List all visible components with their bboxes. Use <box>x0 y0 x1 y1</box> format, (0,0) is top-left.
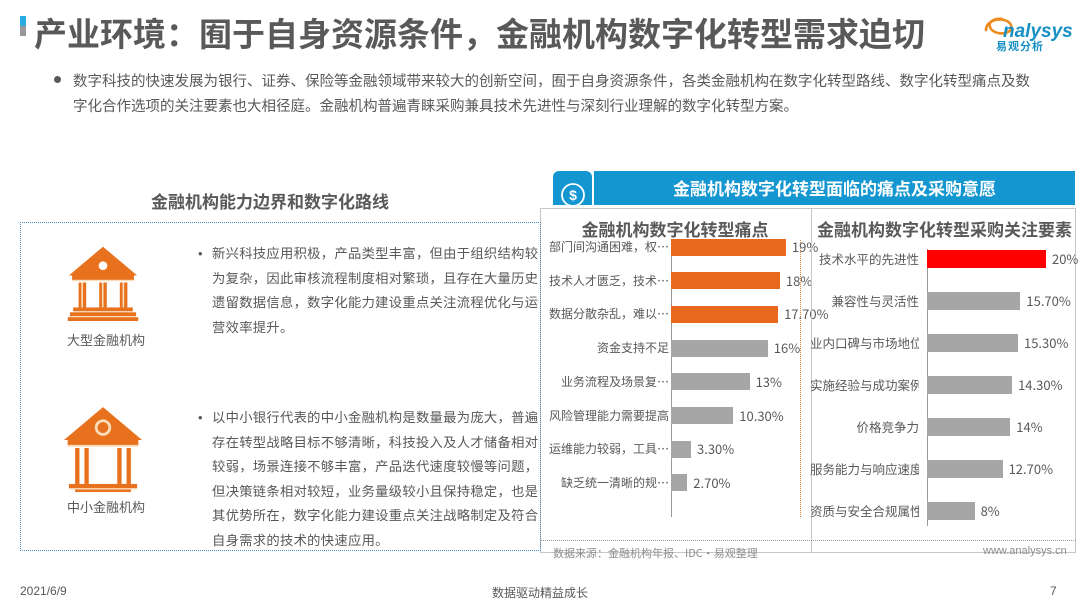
svg-text:$: $ <box>569 187 577 203</box>
